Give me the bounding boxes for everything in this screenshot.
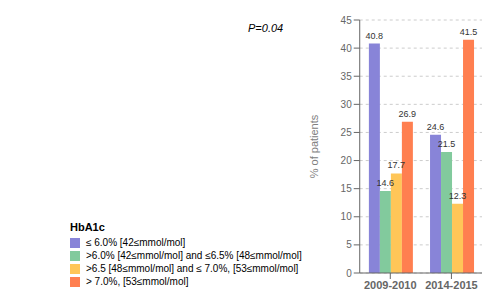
svg-text:10: 10 (341, 211, 353, 222)
svg-text:2009-2010: 2009-2010 (364, 279, 417, 291)
html-text:>6.0% [42≤mmol/mol] and ≤6.5%: >6.0% [42≤mmol/mol] and ≤6.5% [48≤mmol/m… (86, 250, 302, 261)
svg-text:5: 5 (346, 239, 352, 250)
svg-text:40.8: 40.8 (366, 31, 384, 41)
html-text:> 7.0%, [53≤mmol/mol]: > 7.0%, [53≤mmol/mol] (86, 276, 189, 287)
svg-text:21.5: 21.5 (438, 139, 456, 149)
svg-text:24.6: 24.6 (427, 122, 445, 132)
html-text:P=0.04: P=0.04 (248, 22, 284, 34)
svg-text:2014-2015: 2014-2015 (425, 279, 478, 291)
svg-text:% of patients: % of patients (308, 114, 320, 178)
svg-text:20: 20 (341, 155, 353, 166)
html-text:>6.5 [48≤mmol/mol] and ≤ 7.0%,: >6.5 [48≤mmol/mol] and ≤ 7.0%, [53≤mmol/… (86, 263, 299, 274)
svg-text:30: 30 (341, 99, 353, 110)
svg-text:17.7: 17.7 (388, 160, 406, 170)
svg-text:15: 15 (341, 183, 353, 194)
svg-text:41.5: 41.5 (460, 27, 478, 37)
svg-text:40: 40 (341, 43, 353, 54)
svg-text:25: 25 (341, 127, 353, 138)
svg-text:35: 35 (341, 71, 353, 82)
html-text:HbA1c: HbA1c (70, 221, 105, 233)
html-text:≤ 6.0% [42≤mmol/mol]: ≤ 6.0% [42≤mmol/mol] (86, 237, 186, 248)
svg-text:0: 0 (346, 268, 352, 279)
svg-text:45: 45 (341, 15, 353, 26)
svg-text:26.9: 26.9 (399, 109, 417, 119)
svg-text:14.6: 14.6 (377, 178, 395, 188)
svg-text:12.3: 12.3 (449, 191, 467, 201)
